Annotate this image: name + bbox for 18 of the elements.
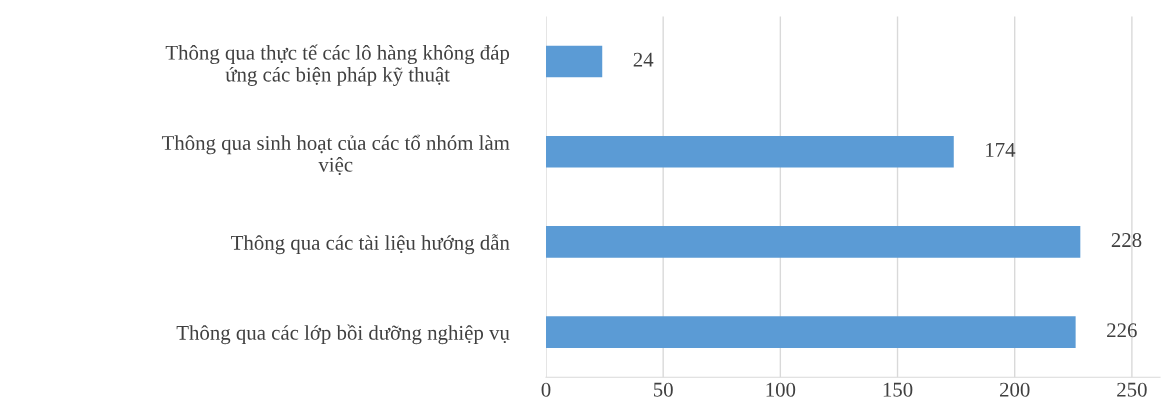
bar [546,316,1076,348]
bar [546,45,603,78]
data-label: 24 [633,52,654,67]
x-tick-label: 50 [653,382,673,397]
bar [546,135,954,168]
data-label: 228 [1111,233,1142,248]
x-tick-label: 100 [766,382,796,397]
y-tick-label: Thông qua các tài liệu hướng dẫn [231,234,510,255]
x-tick-label: 200 [999,382,1030,397]
x-tick-label: 150 [883,382,913,397]
data-label: 174 [986,142,1016,157]
y-tick-label: Thông qua thực tế các lô hàng không đáp ứng các biện pháp kỹ thuật [165,44,510,86]
y-tick-label: Thông qua các lớp bồi dưỡng nghiệp vụ [176,324,510,345]
bar [546,226,1081,258]
y-tick-label: Thông qua sinh hoạt của các tổ nhóm làm việc [161,134,510,176]
x-tick-label: 0 [541,382,551,397]
data-label: 226 [1107,323,1137,338]
x-tick-label: 250 [1117,382,1147,397]
